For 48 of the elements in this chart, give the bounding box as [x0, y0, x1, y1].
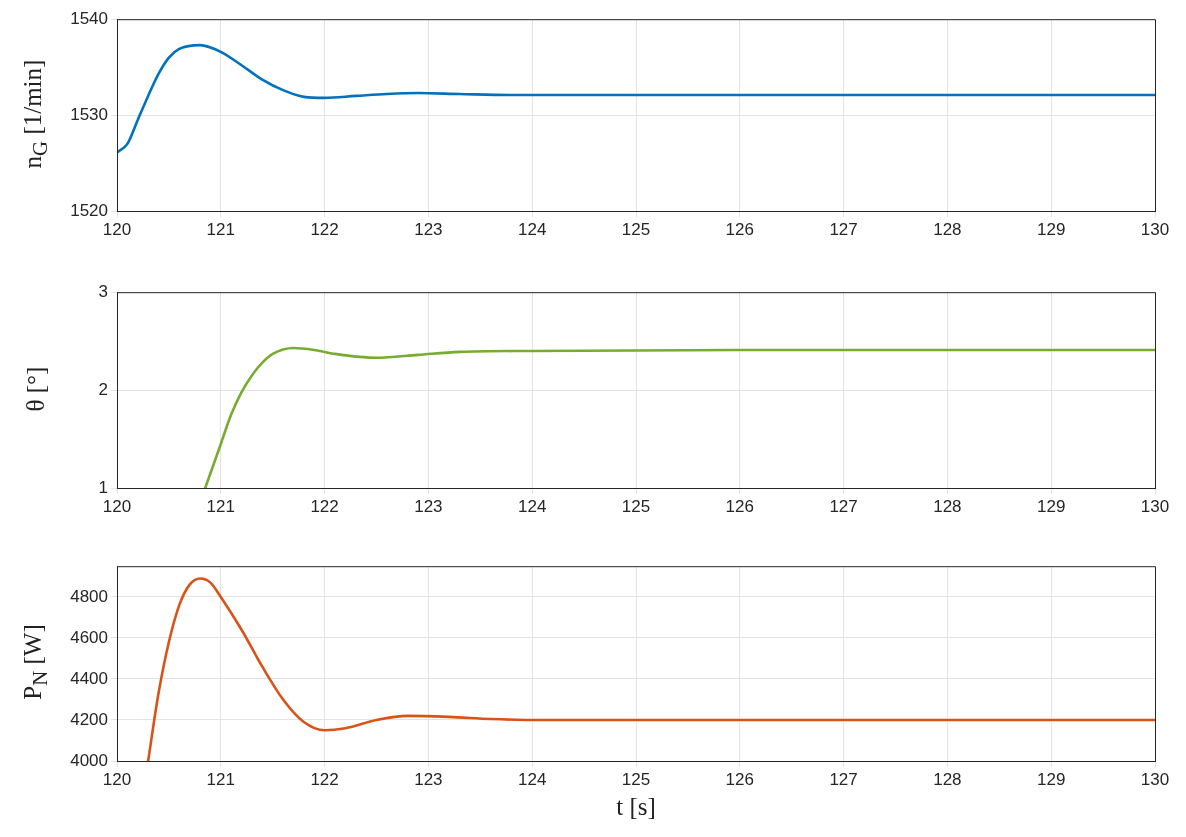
x-axis-title: t [s] — [616, 793, 656, 821]
y-tick-label: 1520 — [70, 200, 108, 220]
x-tick-label: 126 — [725, 496, 754, 516]
x-tick-label: 127 — [829, 219, 858, 239]
x-tick-label: 128 — [933, 769, 962, 789]
x-tick-label: 130 — [1140, 496, 1170, 516]
y-tick-label: 1530 — [70, 104, 108, 124]
x-tick-label: 128 — [933, 496, 962, 516]
x-tick-label: 124 — [518, 769, 547, 789]
x-tick-label: 122 — [310, 496, 339, 516]
x-tick-label: 125 — [621, 219, 651, 239]
x-tick-label: 129 — [1037, 219, 1066, 239]
y-tick-label: 3 — [98, 281, 108, 301]
x-tick-label: 121 — [206, 496, 235, 516]
x-tick-label: 123 — [414, 496, 443, 516]
x-tick-label: 130 — [1140, 219, 1170, 239]
y-tick-label: 4600 — [70, 627, 108, 647]
x-tick-label: 123 — [414, 769, 443, 789]
y-tick-label: 1 — [98, 477, 108, 497]
x-tick-label: 124 — [518, 219, 547, 239]
x-tick-label: 128 — [933, 219, 962, 239]
x-tick-label: 129 — [1037, 769, 1066, 789]
y-tick-label: 4400 — [70, 668, 108, 688]
y-tick-label: 4200 — [70, 709, 108, 729]
y-tick-label: 1540 — [70, 8, 108, 28]
y-tick-label: 4000 — [70, 750, 108, 770]
x-tick-label: 120 — [102, 769, 132, 789]
x-tick-label: 123 — [414, 219, 443, 239]
x-tick-label: 122 — [310, 769, 339, 789]
x-tick-label: 124 — [518, 496, 547, 516]
x-tick-label: 120 — [102, 496, 132, 516]
x-tick-label: 127 — [829, 769, 858, 789]
x-tick-label: 122 — [310, 219, 339, 239]
x-tick-label: 126 — [725, 769, 754, 789]
x-tick-label: 121 — [206, 219, 235, 239]
y-tick-label: 4800 — [70, 586, 108, 606]
line-series — [203, 346, 1155, 488]
line-series — [146, 577, 1155, 761]
x-tick-label: 121 — [206, 769, 235, 789]
y-tick-label: 2 — [98, 379, 108, 399]
x-tick-label: 125 — [621, 769, 651, 789]
x-tick-label: 127 — [829, 496, 858, 516]
x-tick-label: 125 — [621, 496, 651, 516]
x-tick-label: 130 — [1140, 769, 1170, 789]
y-axis-title: θ [°] — [22, 366, 50, 411]
x-tick-label: 126 — [725, 219, 754, 239]
x-tick-label: 120 — [102, 219, 132, 239]
x-tick-label: 129 — [1037, 496, 1066, 516]
